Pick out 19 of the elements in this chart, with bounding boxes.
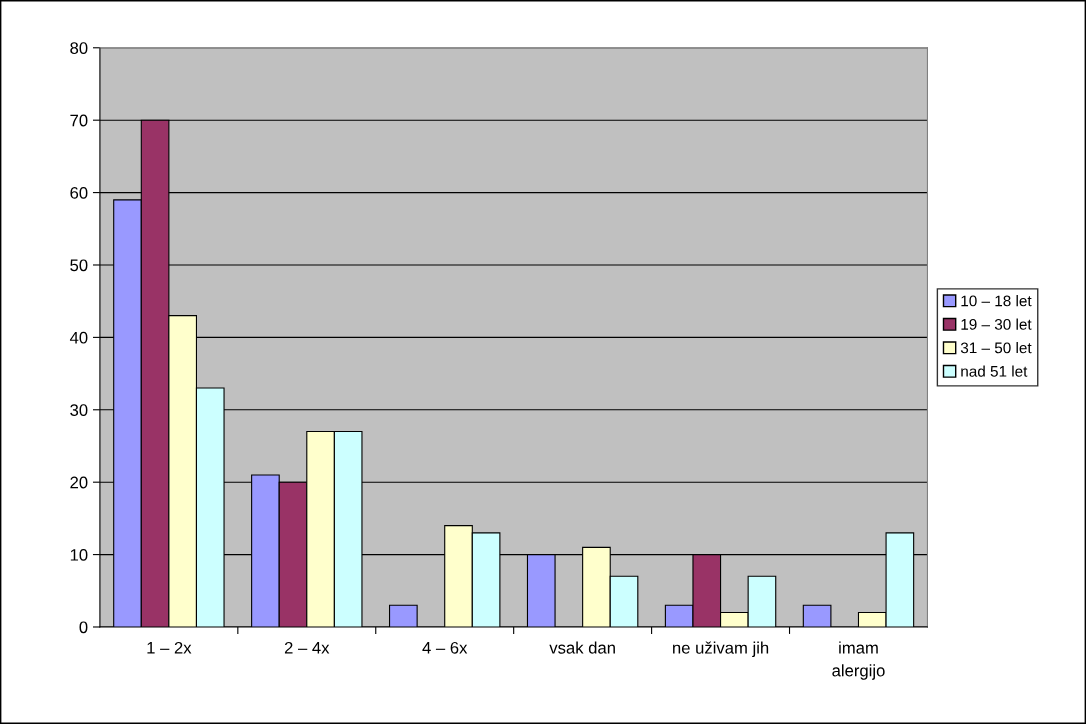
y-tick-label: 30	[70, 404, 88, 416]
y-tick-label: 20	[70, 476, 88, 489]
y-tick-label: 40	[69, 331, 88, 344]
y-tick-label: 10	[70, 548, 88, 561]
legend-label: 19 – 30 let	[961, 318, 1032, 330]
x-tick-label: imam alergijo	[832, 641, 885, 680]
y-tick-label: 70	[70, 114, 88, 127]
y-tick-label: 0	[79, 621, 88, 634]
legend-label: nad 51 let	[961, 365, 1028, 377]
x-tick-label: vsak dan	[549, 641, 615, 654]
y-tick-label: 80	[70, 42, 88, 54]
y-tick-label: 50	[70, 259, 88, 272]
x-tick-label: 4 – 6x	[422, 641, 468, 654]
legend-label: 10 – 18 let	[961, 295, 1032, 307]
x-tick-label: 1 – 2x	[147, 641, 192, 654]
x-tick-label: 2 – 4x	[284, 641, 330, 654]
legend-label: 31 – 50 let	[960, 342, 1032, 354]
x-tick-label: ne uživam jih	[673, 641, 769, 658]
y-tick-label: 60	[70, 186, 88, 199]
